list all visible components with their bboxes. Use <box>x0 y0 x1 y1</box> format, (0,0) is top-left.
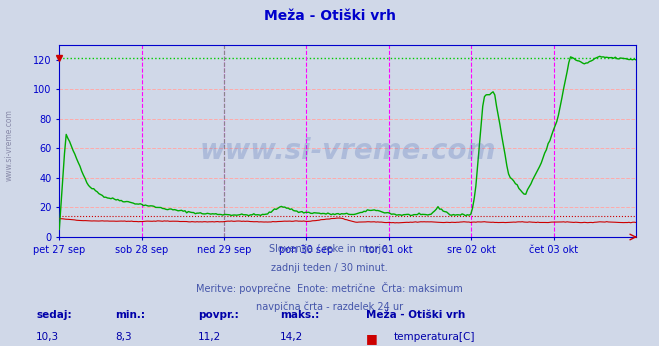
Text: Meža - Otiški vrh: Meža - Otiški vrh <box>366 310 465 320</box>
Text: min.:: min.: <box>115 310 146 320</box>
Text: Meritve: povprečne  Enote: metrične  Črta: maksimum: Meritve: povprečne Enote: metrične Črta:… <box>196 282 463 294</box>
Text: www.si-vreme.com: www.si-vreme.com <box>5 109 14 181</box>
Text: 8,3: 8,3 <box>115 332 132 342</box>
Text: maks.:: maks.: <box>280 310 320 320</box>
Text: 14,2: 14,2 <box>280 332 303 342</box>
Text: sedaj:: sedaj: <box>36 310 72 320</box>
Text: ■: ■ <box>366 332 378 345</box>
Text: zadnji teden / 30 minut.: zadnji teden / 30 minut. <box>271 263 388 273</box>
Text: povpr.:: povpr.: <box>198 310 239 320</box>
Text: 10,3: 10,3 <box>36 332 59 342</box>
Text: temperatura[C]: temperatura[C] <box>393 332 475 342</box>
Text: Meža - Otiški vrh: Meža - Otiški vrh <box>264 9 395 22</box>
Text: www.si-vreme.com: www.si-vreme.com <box>200 137 496 165</box>
Text: 11,2: 11,2 <box>198 332 221 342</box>
Text: Slovenija / reke in morje.: Slovenija / reke in morje. <box>269 244 390 254</box>
Text: navpična črta - razdelek 24 ur: navpična črta - razdelek 24 ur <box>256 301 403 311</box>
